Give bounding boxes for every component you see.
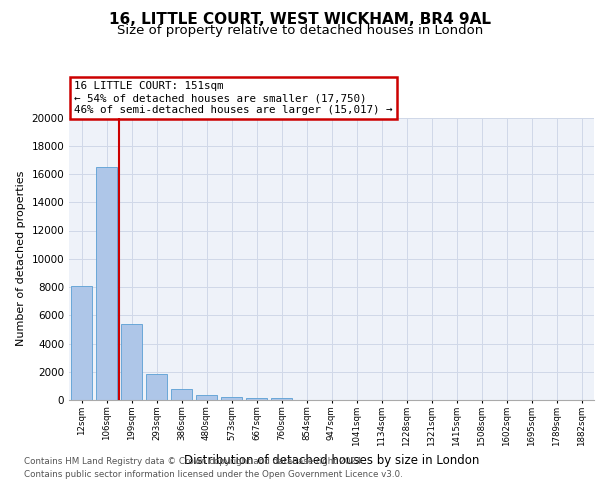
Bar xyxy=(146,374,167,400)
Y-axis label: Number of detached properties: Number of detached properties xyxy=(16,171,26,346)
Text: 16, LITTLE COURT, WEST WICKHAM, BR4 9AL: 16, LITTLE COURT, WEST WICKHAM, BR4 9AL xyxy=(109,12,491,28)
Bar xyxy=(246,398,267,400)
Bar xyxy=(121,324,142,400)
Bar xyxy=(271,398,292,400)
Text: Contains public sector information licensed under the Open Government Licence v3: Contains public sector information licen… xyxy=(24,470,403,479)
Text: Size of property relative to detached houses in London: Size of property relative to detached ho… xyxy=(117,24,483,37)
Bar xyxy=(196,395,217,400)
Text: 16 LITTLE COURT: 151sqm
← 54% of detached houses are smaller (17,750)
46% of sem: 16 LITTLE COURT: 151sqm ← 54% of detache… xyxy=(74,82,393,114)
Bar xyxy=(71,286,92,400)
Bar xyxy=(221,397,242,400)
Bar xyxy=(171,390,192,400)
Text: Contains HM Land Registry data © Crown copyright and database right 2024.: Contains HM Land Registry data © Crown c… xyxy=(24,458,364,466)
Bar xyxy=(96,167,117,400)
X-axis label: Distribution of detached houses by size in London: Distribution of detached houses by size … xyxy=(184,454,479,468)
